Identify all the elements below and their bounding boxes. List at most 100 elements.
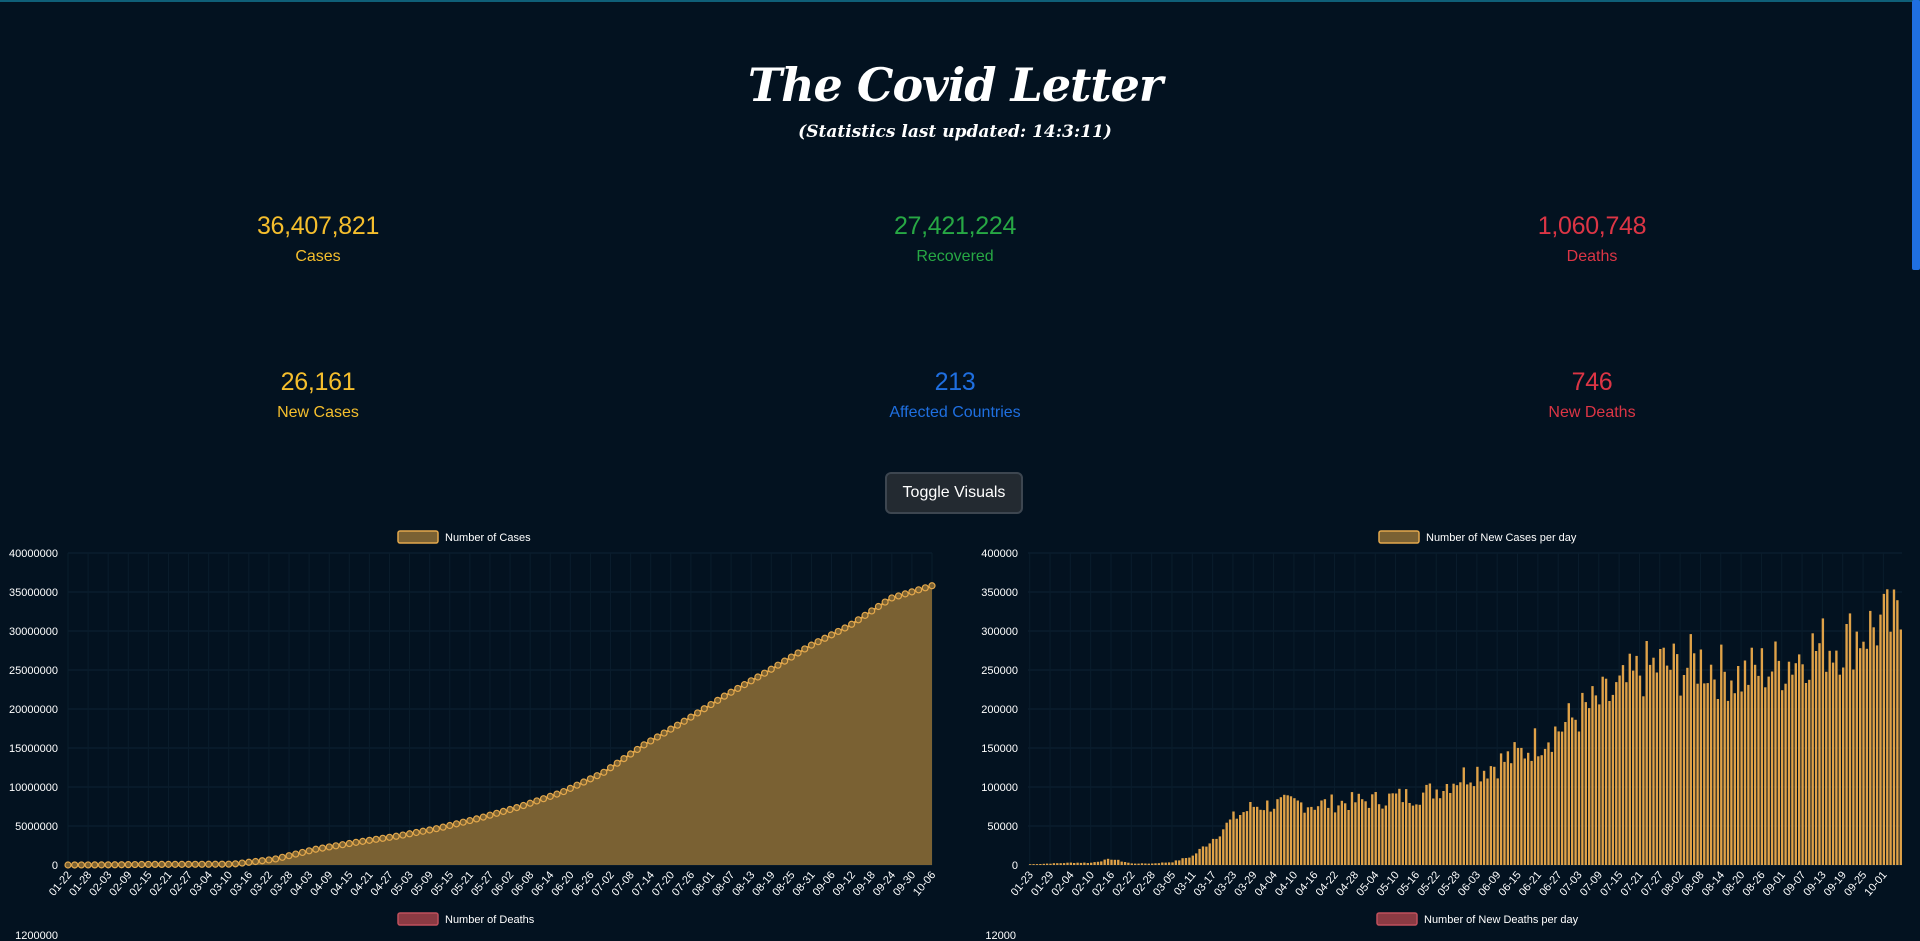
new-cases-bar (1333, 812, 1337, 865)
cases-point (117, 861, 126, 869)
new-cases-bar (1632, 670, 1635, 865)
cases-point (881, 598, 889, 606)
new-cases-bar (1286, 795, 1289, 865)
new-cases-bar (1845, 624, 1848, 865)
new-cases-bar (1686, 667, 1689, 865)
new-cases-bar (1184, 858, 1188, 865)
stat-affected-countries-value: 213 (934, 368, 976, 396)
new-cases-y-tick: 300000 (981, 626, 1018, 638)
new-cases-bar (1056, 863, 1059, 865)
new-cases-bar (1425, 784, 1428, 865)
new-cases-bar (1777, 660, 1781, 865)
new-cases-bar (1211, 838, 1215, 865)
stat-new-deaths: 746 New Deaths (1392, 367, 1792, 422)
new-cases-bar (1825, 671, 1828, 865)
new-cases-bar (1405, 789, 1408, 865)
new-cases-bar (1415, 804, 1418, 865)
new-cases-bar (1615, 682, 1618, 865)
cases-point (827, 631, 836, 639)
cases-point (452, 820, 461, 828)
new-cases-bar (1445, 784, 1449, 865)
new-cases-bar (1130, 863, 1133, 865)
new-cases-bar (1669, 669, 1672, 865)
new-cases-bar (1801, 664, 1804, 865)
new-cases-bar (1239, 815, 1242, 865)
cases-y-tick: 20000000 (9, 704, 58, 716)
new-cases-y-tick: 0 (1012, 860, 1018, 872)
new-cases-bar (1892, 589, 1896, 865)
new-cases-bar (1814, 651, 1818, 865)
new-cases-bar (1781, 690, 1784, 865)
new-cases-bar (1215, 838, 1218, 865)
stat-cases-label: Cases (295, 248, 341, 265)
new-cases-bar (1218, 836, 1222, 865)
new-cases-bar (1621, 665, 1625, 865)
cases-point (379, 834, 387, 842)
cases-point (600, 768, 608, 776)
new-cases-bar (1811, 633, 1814, 865)
new-cases-bar (1418, 804, 1421, 865)
new-deaths-y-tick: 12000 (985, 930, 1016, 941)
stat-new-cases-value: 26,161 (280, 368, 356, 396)
cases-point (633, 745, 641, 754)
cases-point (647, 737, 655, 745)
new-cases-bar (1049, 863, 1052, 865)
new-cases-y-tick: 400000 (981, 548, 1018, 560)
new-cases-bar (1588, 708, 1591, 865)
new-cases-bar (1747, 684, 1750, 865)
cases-point (272, 855, 280, 863)
new-cases-bar (1086, 863, 1089, 865)
cases-point (707, 700, 715, 709)
new-cases-bar (1865, 648, 1869, 865)
new-cases-bar (1398, 788, 1401, 865)
cases-point (606, 764, 615, 772)
scrollbar-thumb[interactable] (1912, 0, 1920, 270)
cases-point (178, 860, 186, 868)
new-cases-bar (1266, 800, 1269, 865)
new-cases-bar (1601, 676, 1604, 865)
new-cases-bar (1543, 748, 1547, 865)
new-cases-bar (1256, 806, 1259, 865)
cases-point (627, 750, 635, 758)
new-cases-bar (1323, 799, 1327, 865)
new-cases-bar (1371, 794, 1374, 865)
cases-point (278, 853, 286, 861)
cases-point (426, 826, 434, 834)
cases-point (332, 842, 340, 850)
new-cases-bar (1113, 859, 1117, 865)
cases-y-tick: 0 (52, 860, 58, 872)
new-cases-y-tick: 50000 (987, 821, 1018, 833)
new-cases-bar (1720, 644, 1723, 865)
new-cases-bar (1208, 843, 1211, 865)
toggle-visuals-button[interactable]: Toggle Visuals (885, 472, 1023, 514)
cases-point (653, 733, 661, 741)
new-cases-bar (1337, 805, 1340, 865)
new-cases-bar (1147, 863, 1150, 865)
cases-point (77, 861, 85, 869)
new-cases-bar (1743, 660, 1747, 865)
new-cases-bar (1753, 664, 1757, 865)
cases-point (573, 781, 581, 789)
new-cases-bar (1608, 701, 1611, 865)
new-cases-bar (1455, 785, 1459, 865)
cases-point (218, 860, 226, 868)
new-cases-bar (1073, 863, 1076, 865)
new-cases-bar (1259, 809, 1262, 865)
cases-point (412, 828, 420, 837)
new-cases-bar (1604, 678, 1608, 865)
cases-point (479, 813, 487, 821)
new-cases-bar (1577, 731, 1581, 865)
new-cases-bar (1496, 778, 1499, 865)
cases-point (399, 831, 407, 839)
new-cases-bar (1703, 683, 1706, 865)
new-cases-bar (1110, 859, 1113, 865)
new-cases-bar (1313, 809, 1316, 865)
new-cases-bar (1276, 799, 1279, 865)
deaths-legend-label: Number of Deaths (445, 914, 535, 926)
new-cases-bar (1201, 846, 1205, 865)
new-cases-bar (1872, 627, 1875, 865)
new-cases-bar (1381, 808, 1384, 865)
stat-recovered: 27,421,224 Recovered (755, 211, 1155, 266)
cases-point (318, 844, 327, 852)
new-cases-bar (1571, 717, 1574, 865)
